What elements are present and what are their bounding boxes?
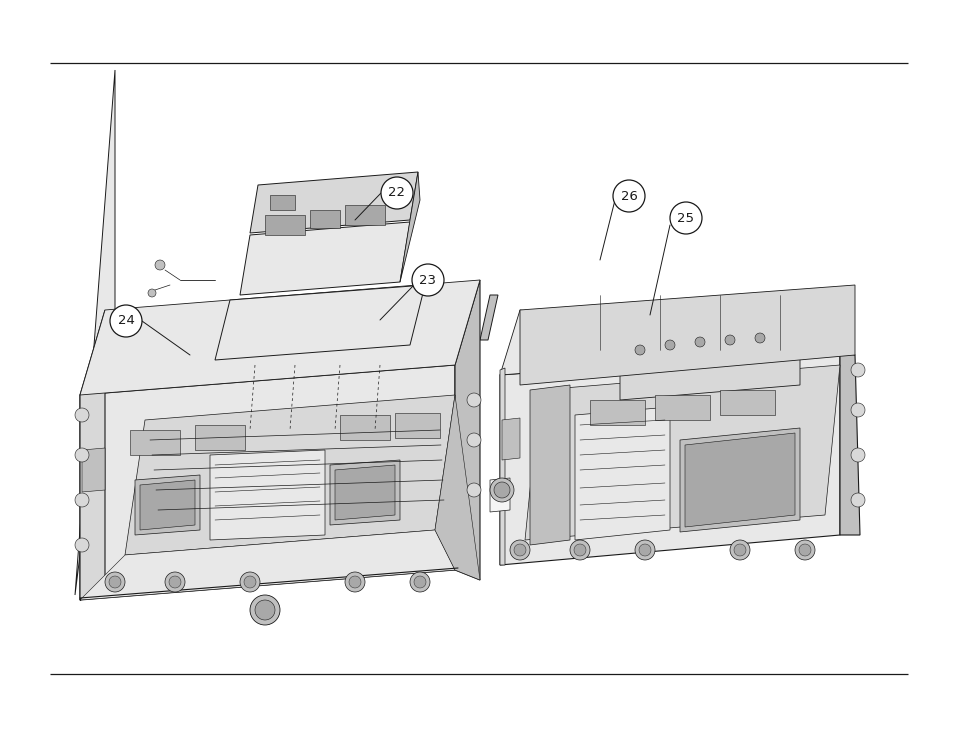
Polygon shape <box>339 415 390 440</box>
Circle shape <box>105 572 125 592</box>
Circle shape <box>165 572 185 592</box>
Circle shape <box>254 600 274 620</box>
Circle shape <box>75 493 89 507</box>
Circle shape <box>148 289 156 297</box>
Text: 23: 23 <box>419 274 436 286</box>
Circle shape <box>490 478 514 502</box>
Polygon shape <box>490 478 510 512</box>
Polygon shape <box>210 450 325 540</box>
Polygon shape <box>130 430 180 455</box>
Polygon shape <box>499 368 504 565</box>
Circle shape <box>154 260 165 270</box>
Polygon shape <box>140 480 194 530</box>
Circle shape <box>794 540 814 560</box>
Circle shape <box>109 576 121 588</box>
Polygon shape <box>265 215 305 235</box>
Polygon shape <box>455 280 479 580</box>
Circle shape <box>729 540 749 560</box>
Polygon shape <box>345 205 385 225</box>
Circle shape <box>850 448 864 462</box>
Polygon shape <box>75 70 115 595</box>
Text: 22: 22 <box>388 187 405 199</box>
Polygon shape <box>82 448 105 492</box>
Text: 25: 25 <box>677 212 694 224</box>
Polygon shape <box>720 390 774 415</box>
Circle shape <box>75 408 89 422</box>
Circle shape <box>412 264 443 296</box>
Polygon shape <box>499 310 854 375</box>
Polygon shape <box>655 395 709 420</box>
Polygon shape <box>310 210 339 228</box>
Circle shape <box>240 572 260 592</box>
Text: 24: 24 <box>117 314 134 328</box>
Circle shape <box>349 576 360 588</box>
Circle shape <box>110 305 142 337</box>
Circle shape <box>635 345 644 355</box>
Circle shape <box>75 538 89 552</box>
Circle shape <box>410 572 430 592</box>
Circle shape <box>574 544 585 556</box>
Polygon shape <box>501 418 519 460</box>
Circle shape <box>467 393 480 407</box>
Circle shape <box>850 493 864 507</box>
Polygon shape <box>679 428 800 532</box>
Circle shape <box>635 540 655 560</box>
Circle shape <box>669 202 701 234</box>
Circle shape <box>724 335 734 345</box>
Circle shape <box>467 433 480 447</box>
Circle shape <box>169 576 181 588</box>
Polygon shape <box>395 413 439 438</box>
Circle shape <box>799 544 810 556</box>
Circle shape <box>380 177 413 209</box>
Circle shape <box>733 544 745 556</box>
Circle shape <box>244 576 255 588</box>
Polygon shape <box>589 400 644 425</box>
Text: 26: 26 <box>619 190 637 202</box>
Polygon shape <box>80 310 105 600</box>
Polygon shape <box>519 285 854 385</box>
Circle shape <box>345 572 365 592</box>
Polygon shape <box>250 172 417 233</box>
Polygon shape <box>125 395 455 555</box>
Polygon shape <box>684 433 794 527</box>
Circle shape <box>850 403 864 417</box>
Polygon shape <box>240 222 410 295</box>
Polygon shape <box>575 407 669 540</box>
Circle shape <box>510 540 530 560</box>
Polygon shape <box>499 350 840 565</box>
Circle shape <box>664 340 675 350</box>
Polygon shape <box>435 395 479 580</box>
Circle shape <box>569 540 589 560</box>
Circle shape <box>75 448 89 462</box>
Polygon shape <box>80 530 455 600</box>
Polygon shape <box>619 315 800 400</box>
Polygon shape <box>194 425 245 450</box>
Circle shape <box>639 544 650 556</box>
Polygon shape <box>270 195 294 210</box>
Circle shape <box>850 363 864 377</box>
Circle shape <box>250 595 280 625</box>
Circle shape <box>613 180 644 212</box>
Polygon shape <box>135 475 200 535</box>
Circle shape <box>695 337 704 347</box>
Polygon shape <box>335 465 395 520</box>
Polygon shape <box>524 365 840 540</box>
Polygon shape <box>105 310 123 355</box>
Polygon shape <box>330 460 399 525</box>
Circle shape <box>514 544 525 556</box>
Polygon shape <box>479 295 497 340</box>
Polygon shape <box>530 385 569 545</box>
Polygon shape <box>80 365 455 600</box>
Circle shape <box>494 482 510 498</box>
Circle shape <box>414 576 426 588</box>
Polygon shape <box>214 285 424 360</box>
Circle shape <box>754 333 764 343</box>
Polygon shape <box>840 350 859 535</box>
Circle shape <box>467 483 480 497</box>
Polygon shape <box>80 280 479 395</box>
Polygon shape <box>399 172 419 282</box>
